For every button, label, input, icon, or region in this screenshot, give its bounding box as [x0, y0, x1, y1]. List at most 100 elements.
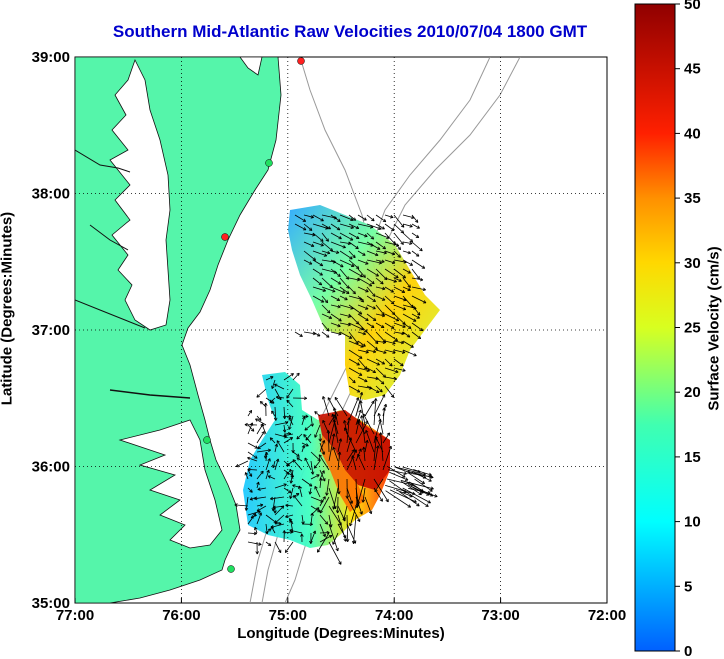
- vector-arrowhead: [380, 432, 383, 436]
- vector-arrowhead: [379, 432, 381, 436]
- vector-arrowhead: [394, 279, 397, 283]
- vector-arrowhead: [430, 493, 434, 497]
- vector-arrow: [274, 406, 277, 421]
- vector-arrow: [305, 433, 312, 441]
- vector-arrowhead: [278, 550, 282, 554]
- vector-arrow: [394, 466, 426, 475]
- vector-arrow: [330, 223, 341, 231]
- vector-arrowhead: [244, 507, 247, 511]
- vector-arrowhead: [273, 417, 277, 421]
- vector-arrowhead: [289, 489, 292, 494]
- vector-arrowhead: [403, 324, 406, 328]
- vector-arrowhead: [384, 218, 387, 222]
- vector-arrowhead: [361, 415, 364, 419]
- vector-arrow: [366, 250, 379, 256]
- vector-arrowhead: [376, 346, 378, 350]
- vector-arrow: [303, 241, 315, 247]
- vector-arrow: [410, 472, 432, 478]
- vector-arrowhead: [318, 333, 321, 337]
- vector-arrow: [393, 241, 401, 250]
- vector-arrow: [375, 277, 384, 285]
- vector-arrowhead: [381, 259, 385, 263]
- vector-arrowhead: [331, 413, 333, 417]
- vector-arrowhead: [304, 427, 307, 431]
- vector-arrowhead: [277, 458, 280, 462]
- vector-arrow: [337, 478, 340, 495]
- vector-arrowhead: [269, 528, 272, 532]
- vector-arrowhead: [285, 550, 289, 553]
- vector-arrow: [373, 398, 377, 426]
- vector-arrowhead: [390, 215, 394, 218]
- vector-arrowhead: [382, 286, 386, 290]
- vector-arrow: [402, 331, 411, 338]
- vector-arrowhead: [314, 486, 318, 489]
- vector-arrow: [328, 433, 335, 462]
- vector-arrow: [321, 331, 330, 338]
- vector-arrowhead: [245, 507, 249, 511]
- vector-arrowhead: [372, 236, 375, 240]
- vector-arrow: [265, 469, 270, 480]
- vector-arrowhead: [372, 324, 375, 328]
- vector-arrowhead: [349, 523, 353, 527]
- vector-arrowhead: [332, 446, 336, 450]
- vector-arrowhead: [399, 254, 401, 258]
- vector-arrowhead: [274, 510, 277, 514]
- vector-arrow: [395, 467, 411, 474]
- vector-arrow: [289, 529, 303, 534]
- vector-arrow: [274, 514, 285, 524]
- vector-arrowhead: [284, 421, 289, 423]
- vector-arrow: [393, 223, 404, 234]
- vector-arrow: [384, 349, 396, 353]
- vector-arrow: [294, 214, 306, 222]
- vector-arrowhead: [345, 296, 348, 300]
- vector-arrow: [366, 313, 377, 321]
- vector-arrowhead: [375, 437, 378, 441]
- vector-arrowhead: [402, 289, 406, 293]
- vector-arrowhead: [385, 500, 389, 503]
- vector-arrow: [360, 400, 366, 426]
- vector-arrow: [328, 541, 342, 565]
- vector-arrow: [256, 481, 259, 489]
- vector-arrowhead: [409, 325, 412, 329]
- vector-arrowhead: [319, 438, 323, 442]
- vector-arrow: [355, 409, 362, 426]
- vector-arrow: [247, 513, 257, 525]
- vector-arrowhead: [422, 289, 426, 292]
- vector-arrowhead: [250, 429, 255, 432]
- vector-arrowhead: [292, 484, 295, 488]
- vector-arrowhead: [360, 415, 362, 419]
- vector-arrow: [357, 304, 369, 310]
- vector-arrow: [270, 523, 285, 528]
- vector-arrowhead: [337, 510, 340, 514]
- vector-arrowhead: [367, 368, 370, 372]
- vector-arrow: [348, 349, 363, 359]
- vector-arrowhead: [276, 440, 280, 443]
- vector-arrowhead: [291, 450, 294, 454]
- potomac-river: [75, 149, 131, 173]
- vector-arrow: [303, 331, 316, 335]
- vector-arrowhead: [408, 504, 412, 508]
- vector-arrow: [261, 423, 267, 435]
- vector-arrowhead: [322, 419, 326, 423]
- vector-arrowhead: [343, 539, 347, 542]
- vector-arrowhead: [314, 411, 317, 415]
- vector-arrowhead: [354, 290, 356, 294]
- vector-arrowhead: [286, 400, 288, 404]
- vector-arrow: [414, 478, 433, 492]
- vector-arrowhead: [393, 378, 397, 381]
- vector-arrowhead: [268, 470, 270, 474]
- vector-arrow: [256, 449, 271, 453]
- vector-arrowhead: [308, 229, 313, 231]
- vector-arrowhead: [408, 287, 411, 291]
- vector-arrowhead: [365, 439, 368, 443]
- vector-arrowhead: [251, 489, 253, 493]
- vector-arrowhead: [339, 281, 342, 285]
- vector-arrowhead: [333, 407, 337, 411]
- vector-arrow: [366, 286, 376, 297]
- vector-arrowhead: [364, 274, 366, 278]
- vector-arrowhead: [254, 526, 258, 530]
- vector-arrowhead: [374, 317, 377, 321]
- vector-arrowhead: [356, 225, 360, 229]
- vector-arrow: [402, 277, 411, 288]
- vector-arrowhead: [404, 275, 406, 279]
